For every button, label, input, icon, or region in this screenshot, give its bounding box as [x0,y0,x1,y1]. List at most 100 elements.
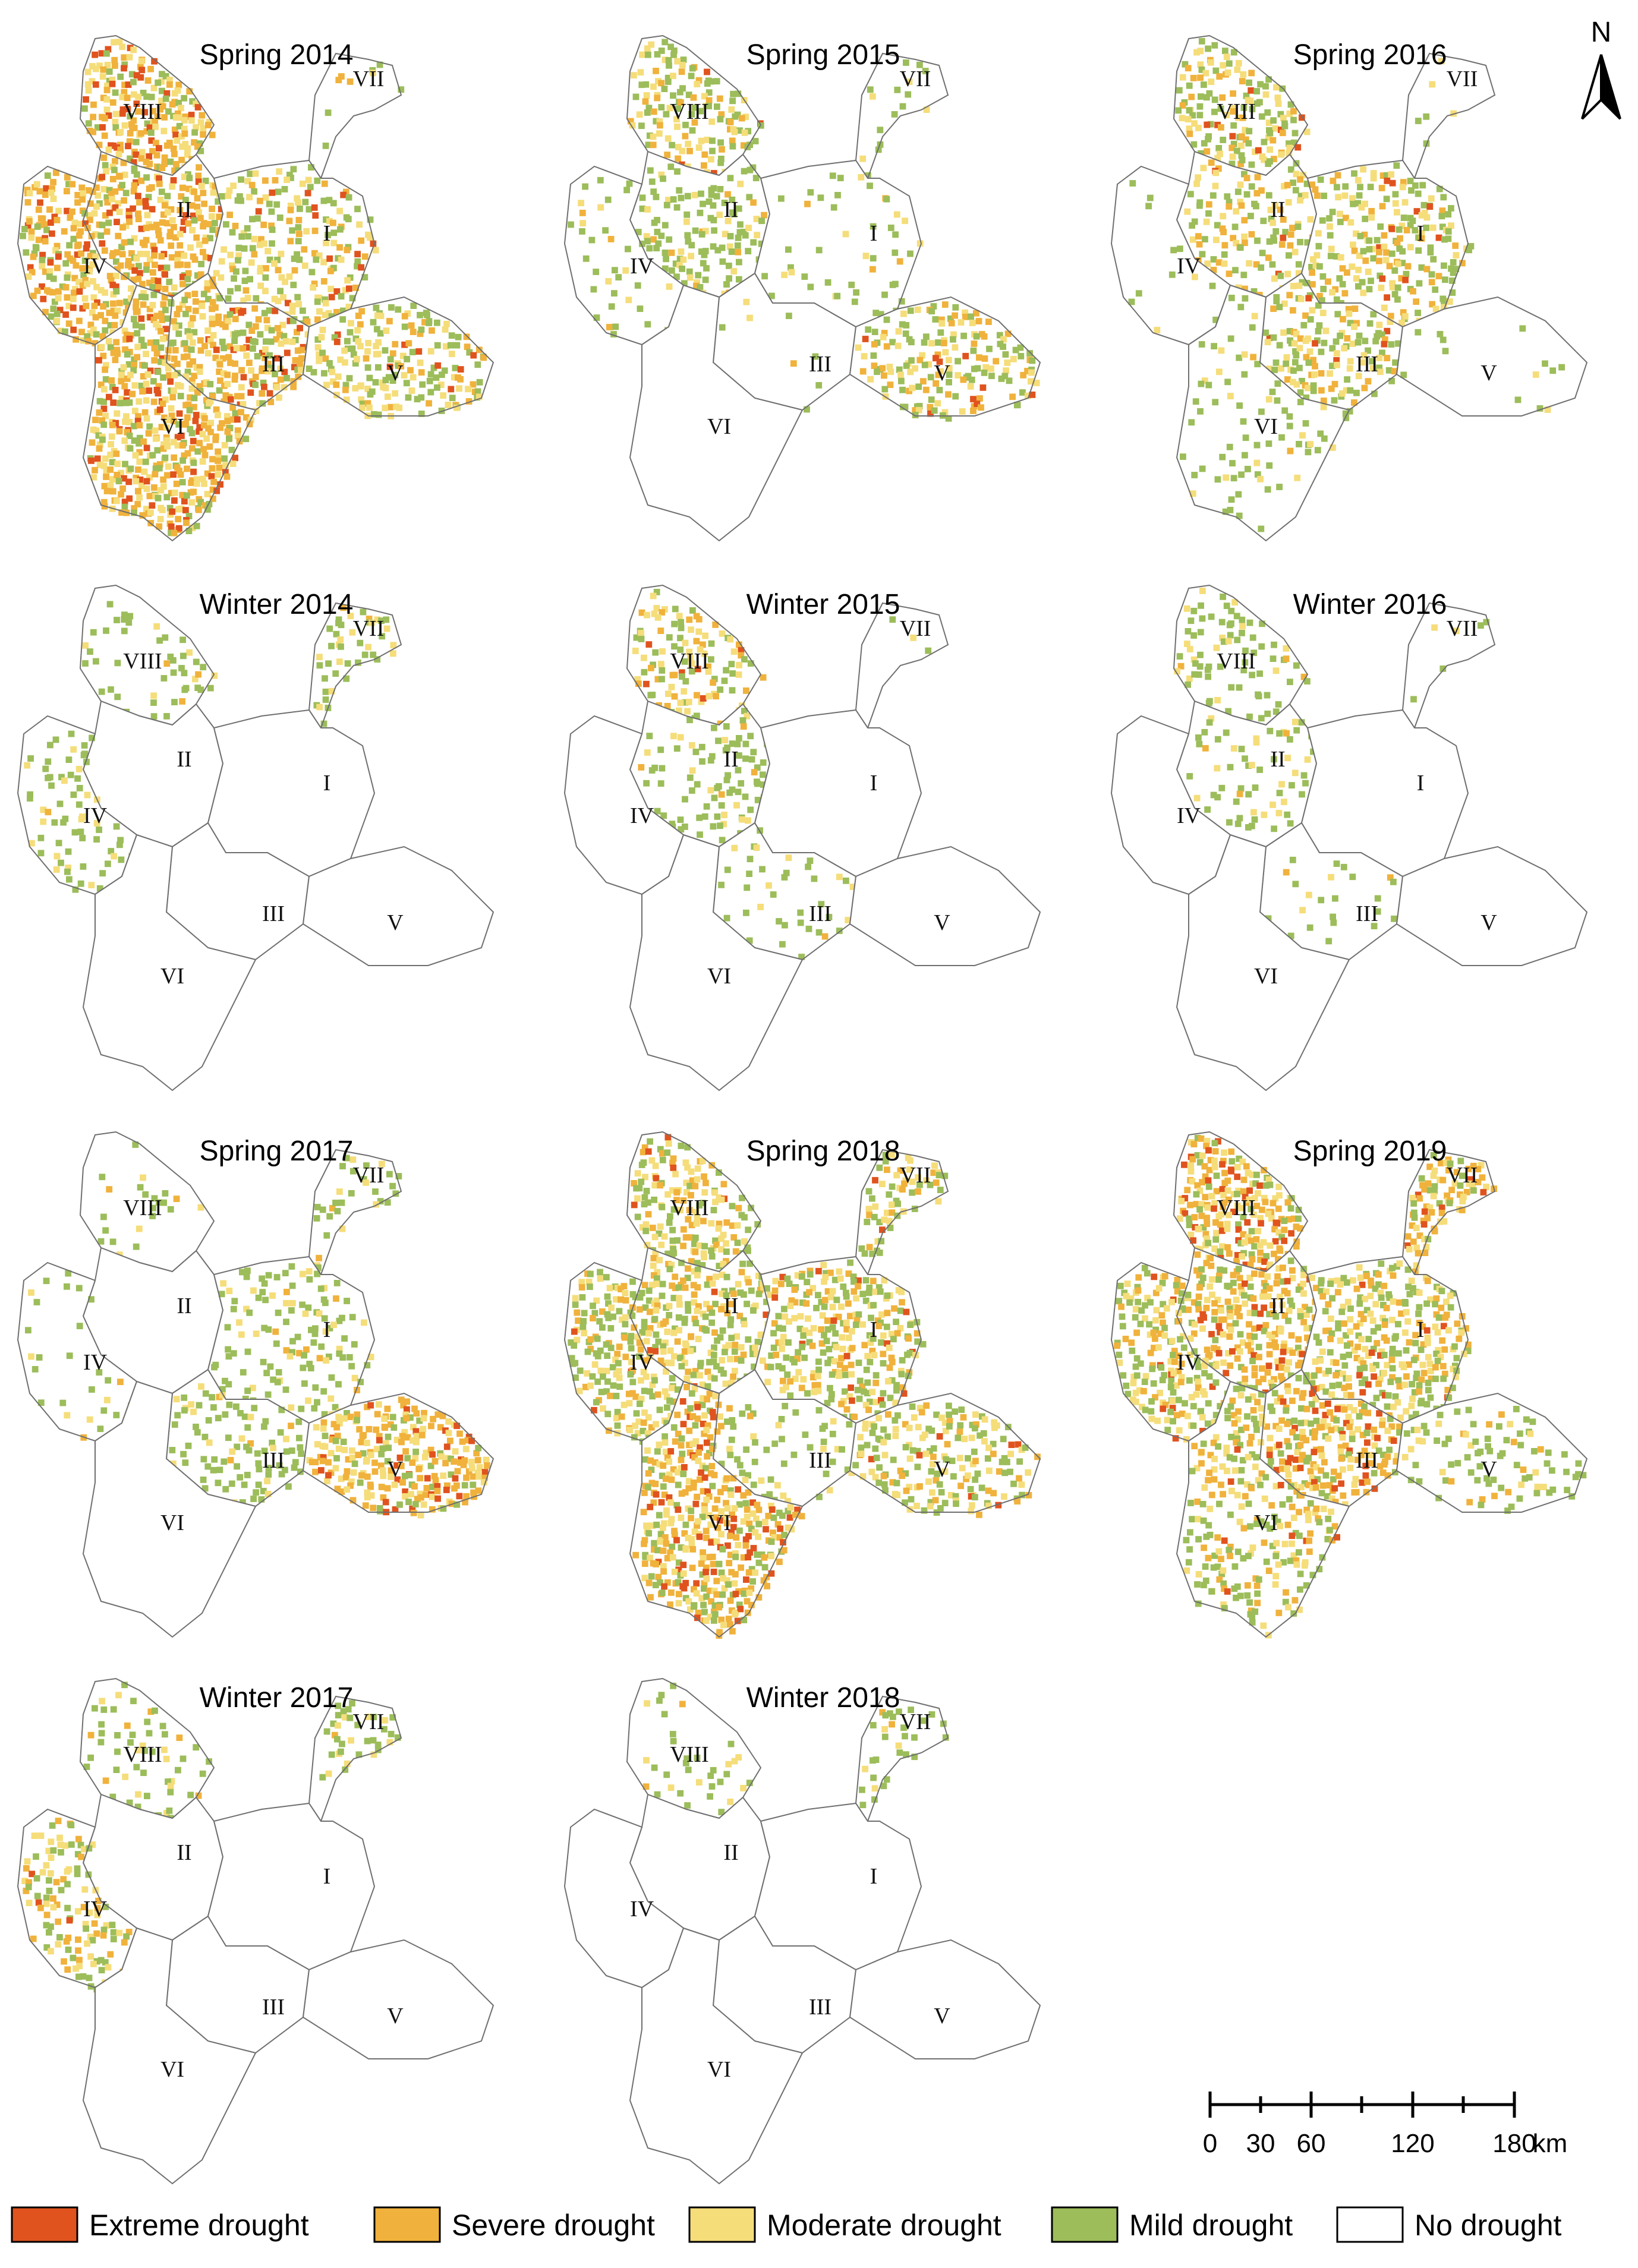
drought-cell [833,1343,840,1351]
drought-cell [897,1324,904,1332]
drought-cell [90,128,96,135]
drought-cell [649,1282,656,1289]
drought-cell [1253,459,1261,466]
drought-cell [1514,396,1522,403]
drought-cell [194,272,201,279]
drought-cell [669,1187,676,1194]
drought-cell [76,785,83,791]
drought-cell [357,639,364,646]
drought-cell [821,933,829,940]
drought-cell [335,1381,342,1388]
drought-cell [641,1318,648,1326]
drought-cell [664,1134,672,1141]
drought-cell [717,159,724,166]
drought-cell [354,356,360,362]
drought-cell [688,1258,695,1265]
drought-cell [100,499,108,506]
drought-cell [1281,799,1287,805]
drought-cell [650,1255,657,1261]
drought-cell [1234,821,1242,827]
drought-cell [1366,237,1373,244]
drought-cell [638,122,645,130]
drought-cell [442,326,449,333]
drought-cell [945,415,952,422]
drought-cell [49,185,55,192]
drought-cell [1128,298,1135,305]
drought-cell [329,368,336,376]
drought-cell [672,260,679,267]
drought-cell [806,1329,813,1336]
region-i [1302,710,1468,876]
drought-cell [688,1168,695,1175]
drought-cell [952,304,959,311]
drought-cell [78,329,85,336]
drought-cell [153,140,159,147]
drought-cell [638,636,645,642]
drought-cell [149,206,156,213]
drought-cell [690,94,697,101]
drought-cell [284,375,290,381]
drought-cell [99,870,106,877]
drought-cell [305,365,313,372]
drought-cell [33,1299,40,1305]
drought-cell [358,237,365,244]
drought-cell [941,1172,949,1179]
drought-cell [899,103,906,110]
drought-cell [836,1268,843,1275]
drought-cell [726,789,733,796]
drought-cell [433,374,440,381]
drought-cell [779,941,786,948]
drought-cell [157,461,163,468]
drought-cell [890,1336,897,1343]
drought-cell [226,311,234,318]
drought-cell [266,352,273,359]
drought-cell [107,452,114,458]
drought-cell [83,758,90,765]
drought-cell [1274,94,1281,101]
region-label-ii: II [723,747,738,772]
drought-cell [680,1277,686,1284]
drought-cell [165,463,172,470]
drought-cell [109,99,116,106]
drought-cell [1441,298,1447,304]
drought-cell [295,224,302,231]
drought-cell [70,326,77,333]
drought-cell [465,386,471,393]
drought-cell [44,172,51,179]
drought-cell [1267,130,1274,137]
drought-cell [735,234,742,241]
drought-cell [133,100,140,107]
drought-cell [348,1190,355,1197]
drought-cell [366,1425,373,1433]
drought-cell [1257,81,1264,88]
drought-cell [642,1304,649,1311]
drought-cell [648,664,654,671]
drought-cell [103,228,111,235]
drought-cell [1368,277,1374,285]
drought-cell [468,1465,475,1472]
drought-cell [199,458,206,465]
drought-cell [1349,263,1356,270]
drought-cell [219,338,226,345]
drought-cell [205,122,212,128]
drought-cell [979,384,987,391]
drought-cell [171,150,178,157]
drought-cell [445,402,452,408]
drought-cell [112,188,119,195]
drought-cell [79,305,86,312]
drought-cell [1293,662,1300,669]
drought-cell [668,1261,675,1269]
drought-cell [876,1164,883,1171]
drought-cell [686,648,693,655]
drought-cell [377,313,385,319]
drought-cell [138,323,145,330]
drought-cell [468,1437,475,1444]
drought-cell [229,229,236,236]
drought-cell [971,340,978,347]
drought-cell [625,245,631,253]
drought-cell [429,1451,436,1458]
drought-cell [176,468,182,474]
drought-cell [87,216,93,223]
drought-cell [140,301,147,308]
